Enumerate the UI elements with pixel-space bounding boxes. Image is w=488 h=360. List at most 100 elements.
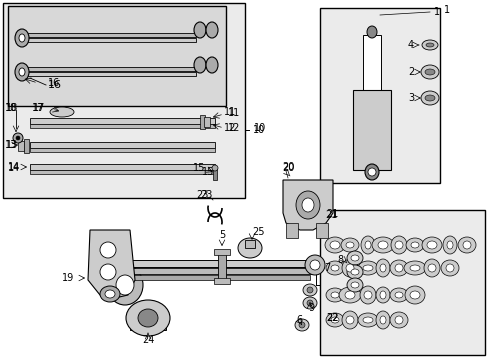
Text: 12: 12 xyxy=(227,123,240,133)
Ellipse shape xyxy=(15,29,29,47)
Ellipse shape xyxy=(357,313,377,327)
Ellipse shape xyxy=(424,95,434,101)
Text: 13: 13 xyxy=(6,140,18,150)
Ellipse shape xyxy=(325,313,343,327)
Ellipse shape xyxy=(375,311,389,329)
Text: 17: 17 xyxy=(32,103,44,113)
Text: 15: 15 xyxy=(192,163,204,173)
Ellipse shape xyxy=(405,238,423,252)
Ellipse shape xyxy=(212,165,218,171)
Text: 4: 4 xyxy=(407,40,413,50)
Ellipse shape xyxy=(346,278,362,292)
Ellipse shape xyxy=(446,241,452,249)
Ellipse shape xyxy=(116,275,134,295)
Text: 24: 24 xyxy=(142,335,154,345)
Ellipse shape xyxy=(357,261,377,275)
Text: 9: 9 xyxy=(307,303,313,313)
Ellipse shape xyxy=(294,319,308,331)
Bar xyxy=(118,260,312,267)
Text: 16: 16 xyxy=(48,80,62,90)
Ellipse shape xyxy=(303,284,316,296)
Ellipse shape xyxy=(410,242,418,248)
Ellipse shape xyxy=(350,255,358,261)
Ellipse shape xyxy=(303,297,316,309)
Ellipse shape xyxy=(379,316,385,324)
Bar xyxy=(30,170,215,174)
Ellipse shape xyxy=(325,237,345,253)
Bar xyxy=(118,268,312,274)
Ellipse shape xyxy=(389,260,407,276)
Ellipse shape xyxy=(238,238,262,258)
Ellipse shape xyxy=(13,133,23,143)
Ellipse shape xyxy=(194,57,205,73)
Text: 18: 18 xyxy=(6,103,18,113)
Bar xyxy=(244,240,254,248)
Text: 1: 1 xyxy=(443,5,449,15)
Bar xyxy=(26,38,196,42)
Ellipse shape xyxy=(346,316,353,324)
Polygon shape xyxy=(283,180,332,230)
Ellipse shape xyxy=(403,261,425,275)
Ellipse shape xyxy=(346,264,353,272)
Ellipse shape xyxy=(359,286,375,304)
Text: 2: 2 xyxy=(407,67,413,77)
Bar xyxy=(214,249,229,255)
Ellipse shape xyxy=(16,136,20,140)
Ellipse shape xyxy=(394,264,402,272)
Ellipse shape xyxy=(338,287,360,303)
Bar xyxy=(319,8,439,183)
Ellipse shape xyxy=(107,265,142,305)
Ellipse shape xyxy=(424,69,434,75)
Ellipse shape xyxy=(15,63,29,81)
Ellipse shape xyxy=(362,317,372,323)
Text: 15: 15 xyxy=(202,167,214,177)
Bar xyxy=(8,6,225,106)
Ellipse shape xyxy=(394,241,402,249)
Text: 22: 22 xyxy=(325,313,338,323)
Ellipse shape xyxy=(462,241,470,249)
Ellipse shape xyxy=(360,236,374,254)
Ellipse shape xyxy=(341,259,357,277)
Ellipse shape xyxy=(375,287,389,303)
Bar xyxy=(30,124,215,128)
Ellipse shape xyxy=(100,242,116,258)
Ellipse shape xyxy=(364,241,370,249)
Text: 20: 20 xyxy=(282,163,294,173)
Ellipse shape xyxy=(367,168,375,176)
Ellipse shape xyxy=(19,34,25,42)
Bar xyxy=(130,308,165,330)
Ellipse shape xyxy=(205,22,218,38)
Ellipse shape xyxy=(371,237,393,253)
Bar xyxy=(30,118,215,124)
Ellipse shape xyxy=(389,312,407,328)
Ellipse shape xyxy=(295,191,319,219)
Ellipse shape xyxy=(394,316,402,324)
Ellipse shape xyxy=(404,286,424,304)
Ellipse shape xyxy=(440,260,458,276)
Ellipse shape xyxy=(138,309,158,327)
Bar xyxy=(30,148,215,152)
Text: 1: 1 xyxy=(433,7,439,17)
Ellipse shape xyxy=(345,291,354,299)
Text: 13: 13 xyxy=(5,140,17,150)
Text: 22: 22 xyxy=(325,313,338,323)
Ellipse shape xyxy=(305,255,325,275)
Ellipse shape xyxy=(194,22,205,38)
Polygon shape xyxy=(88,230,135,298)
Text: 8: 8 xyxy=(336,255,343,265)
Bar xyxy=(315,223,327,238)
Ellipse shape xyxy=(421,40,437,50)
Bar xyxy=(214,278,229,284)
Ellipse shape xyxy=(346,265,362,279)
Ellipse shape xyxy=(409,265,419,271)
Ellipse shape xyxy=(366,26,376,38)
Text: 18: 18 xyxy=(5,103,17,113)
Ellipse shape xyxy=(346,251,362,265)
Ellipse shape xyxy=(363,291,371,299)
Ellipse shape xyxy=(420,91,438,105)
Text: 11: 11 xyxy=(227,108,240,118)
Ellipse shape xyxy=(379,264,385,272)
Text: 21: 21 xyxy=(325,210,337,220)
Ellipse shape xyxy=(362,265,372,271)
Text: 25: 25 xyxy=(251,227,264,237)
